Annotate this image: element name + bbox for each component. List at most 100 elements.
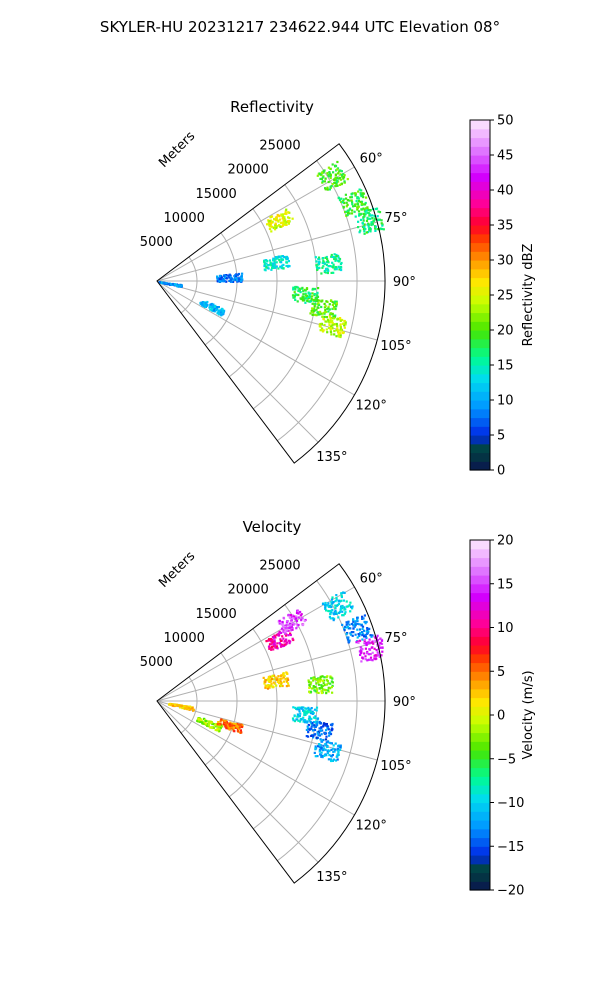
echo-pixel bbox=[366, 628, 369, 631]
colorbar-band bbox=[470, 321, 490, 331]
echo-pixel bbox=[369, 209, 372, 212]
echo-pixel bbox=[341, 623, 344, 626]
echo-pixel bbox=[169, 283, 172, 286]
echo-pixel bbox=[315, 689, 318, 692]
echo-pixel bbox=[320, 272, 323, 275]
echo-pixel bbox=[287, 614, 290, 617]
echo-pixel bbox=[380, 642, 384, 645]
echo-pixel bbox=[326, 725, 329, 728]
echo-pixel bbox=[204, 722, 207, 725]
echo-pixel bbox=[313, 751, 316, 754]
azimuth-tick-label: 90° bbox=[393, 695, 416, 710]
echo-pixel bbox=[279, 684, 282, 687]
echo-pixel bbox=[272, 648, 275, 651]
colorbar-band bbox=[470, 338, 490, 349]
echo-pixel bbox=[345, 623, 348, 626]
echo-pixel bbox=[272, 636, 276, 639]
echo-pixel bbox=[320, 173, 323, 176]
range-tick-label: 20000 bbox=[227, 583, 268, 598]
colorbar-band bbox=[470, 767, 490, 777]
echo-pixel bbox=[334, 267, 337, 271]
echo-pixel bbox=[315, 260, 318, 263]
echo-pixel bbox=[279, 225, 282, 228]
echo-pixel bbox=[343, 324, 346, 327]
echo-pixel bbox=[174, 704, 177, 707]
echo-pixel bbox=[344, 323, 347, 326]
echo-pixel bbox=[340, 592, 343, 595]
echo-pixel bbox=[212, 726, 215, 729]
echo-pixel bbox=[336, 749, 339, 752]
echo-pixel bbox=[348, 623, 351, 626]
echo-pixel bbox=[313, 728, 317, 731]
echo-pixel bbox=[274, 266, 277, 269]
echo-pixel bbox=[369, 214, 372, 217]
echo-pixel bbox=[281, 264, 284, 267]
echo-pixel bbox=[308, 686, 311, 689]
echo-pixel bbox=[288, 265, 291, 268]
echo-pixel bbox=[346, 625, 350, 628]
echo-pixel bbox=[334, 759, 338, 762]
echo-pixel bbox=[341, 614, 344, 617]
echo-pixel bbox=[320, 687, 324, 690]
echo-pixel bbox=[302, 623, 305, 626]
echo-pixel bbox=[229, 278, 232, 281]
colorbar-band bbox=[470, 181, 490, 191]
echo-pixel bbox=[339, 746, 342, 749]
echo-pixel bbox=[379, 642, 382, 645]
echo-pixel bbox=[375, 657, 378, 660]
colorbar-band bbox=[470, 303, 490, 314]
echo-pixel bbox=[342, 322, 345, 325]
colorbar-band bbox=[470, 373, 490, 384]
echo-pixel bbox=[215, 722, 218, 726]
echo-pixel bbox=[324, 268, 328, 271]
echo-pixel bbox=[361, 634, 364, 637]
echo-pixel bbox=[280, 258, 283, 261]
azimuth-spoke bbox=[156, 700, 319, 863]
echo-pixel bbox=[318, 299, 321, 302]
echo-pixel bbox=[362, 219, 365, 222]
echo-pixel bbox=[282, 674, 285, 677]
echo-pixel bbox=[287, 211, 290, 214]
echo-pixel bbox=[314, 746, 317, 749]
echo-pixel bbox=[310, 310, 313, 313]
echo-pixel bbox=[283, 255, 286, 259]
echo-pixel bbox=[364, 213, 367, 216]
colorbar-band bbox=[470, 435, 490, 445]
echo-pixel bbox=[264, 679, 267, 682]
echo-pixel bbox=[325, 609, 328, 612]
echo-pixel bbox=[351, 607, 354, 610]
echo-pixel bbox=[287, 629, 290, 632]
echo-pixel bbox=[275, 226, 278, 229]
echo-pixel bbox=[315, 308, 318, 311]
echo-pixel bbox=[189, 707, 192, 710]
echo-pixel bbox=[330, 729, 333, 732]
echo-pixel bbox=[317, 745, 320, 748]
echo-pixel bbox=[340, 200, 343, 203]
echo-pixel bbox=[290, 625, 293, 628]
echo-pixel bbox=[348, 604, 351, 607]
echo-pixel bbox=[357, 199, 361, 202]
echo-pixel bbox=[355, 200, 358, 203]
echo-pixel bbox=[315, 265, 318, 268]
echo-pixel bbox=[363, 614, 366, 617]
echo-pixel bbox=[291, 614, 295, 617]
echo-pixel bbox=[309, 709, 312, 712]
echo-pixel bbox=[307, 706, 310, 709]
echo-pixel bbox=[318, 266, 321, 270]
echo-pixel bbox=[277, 255, 281, 258]
echo-pixel bbox=[301, 296, 304, 299]
echo-pixel bbox=[301, 286, 304, 289]
echo-pixel bbox=[275, 684, 278, 687]
echo-pixel bbox=[280, 681, 283, 685]
echo-pixel bbox=[312, 716, 316, 719]
echo-pixel bbox=[321, 328, 324, 331]
echo-pixel bbox=[379, 637, 382, 640]
echo-pixel bbox=[366, 217, 369, 220]
echo-pixel bbox=[329, 676, 332, 679]
echo-pixel bbox=[320, 691, 323, 695]
colorbar-band bbox=[470, 793, 490, 804]
echo-pixel bbox=[292, 719, 295, 722]
echo-pixel bbox=[357, 197, 360, 200]
echo-pixel bbox=[232, 726, 235, 729]
echo-pixel bbox=[286, 257, 289, 260]
